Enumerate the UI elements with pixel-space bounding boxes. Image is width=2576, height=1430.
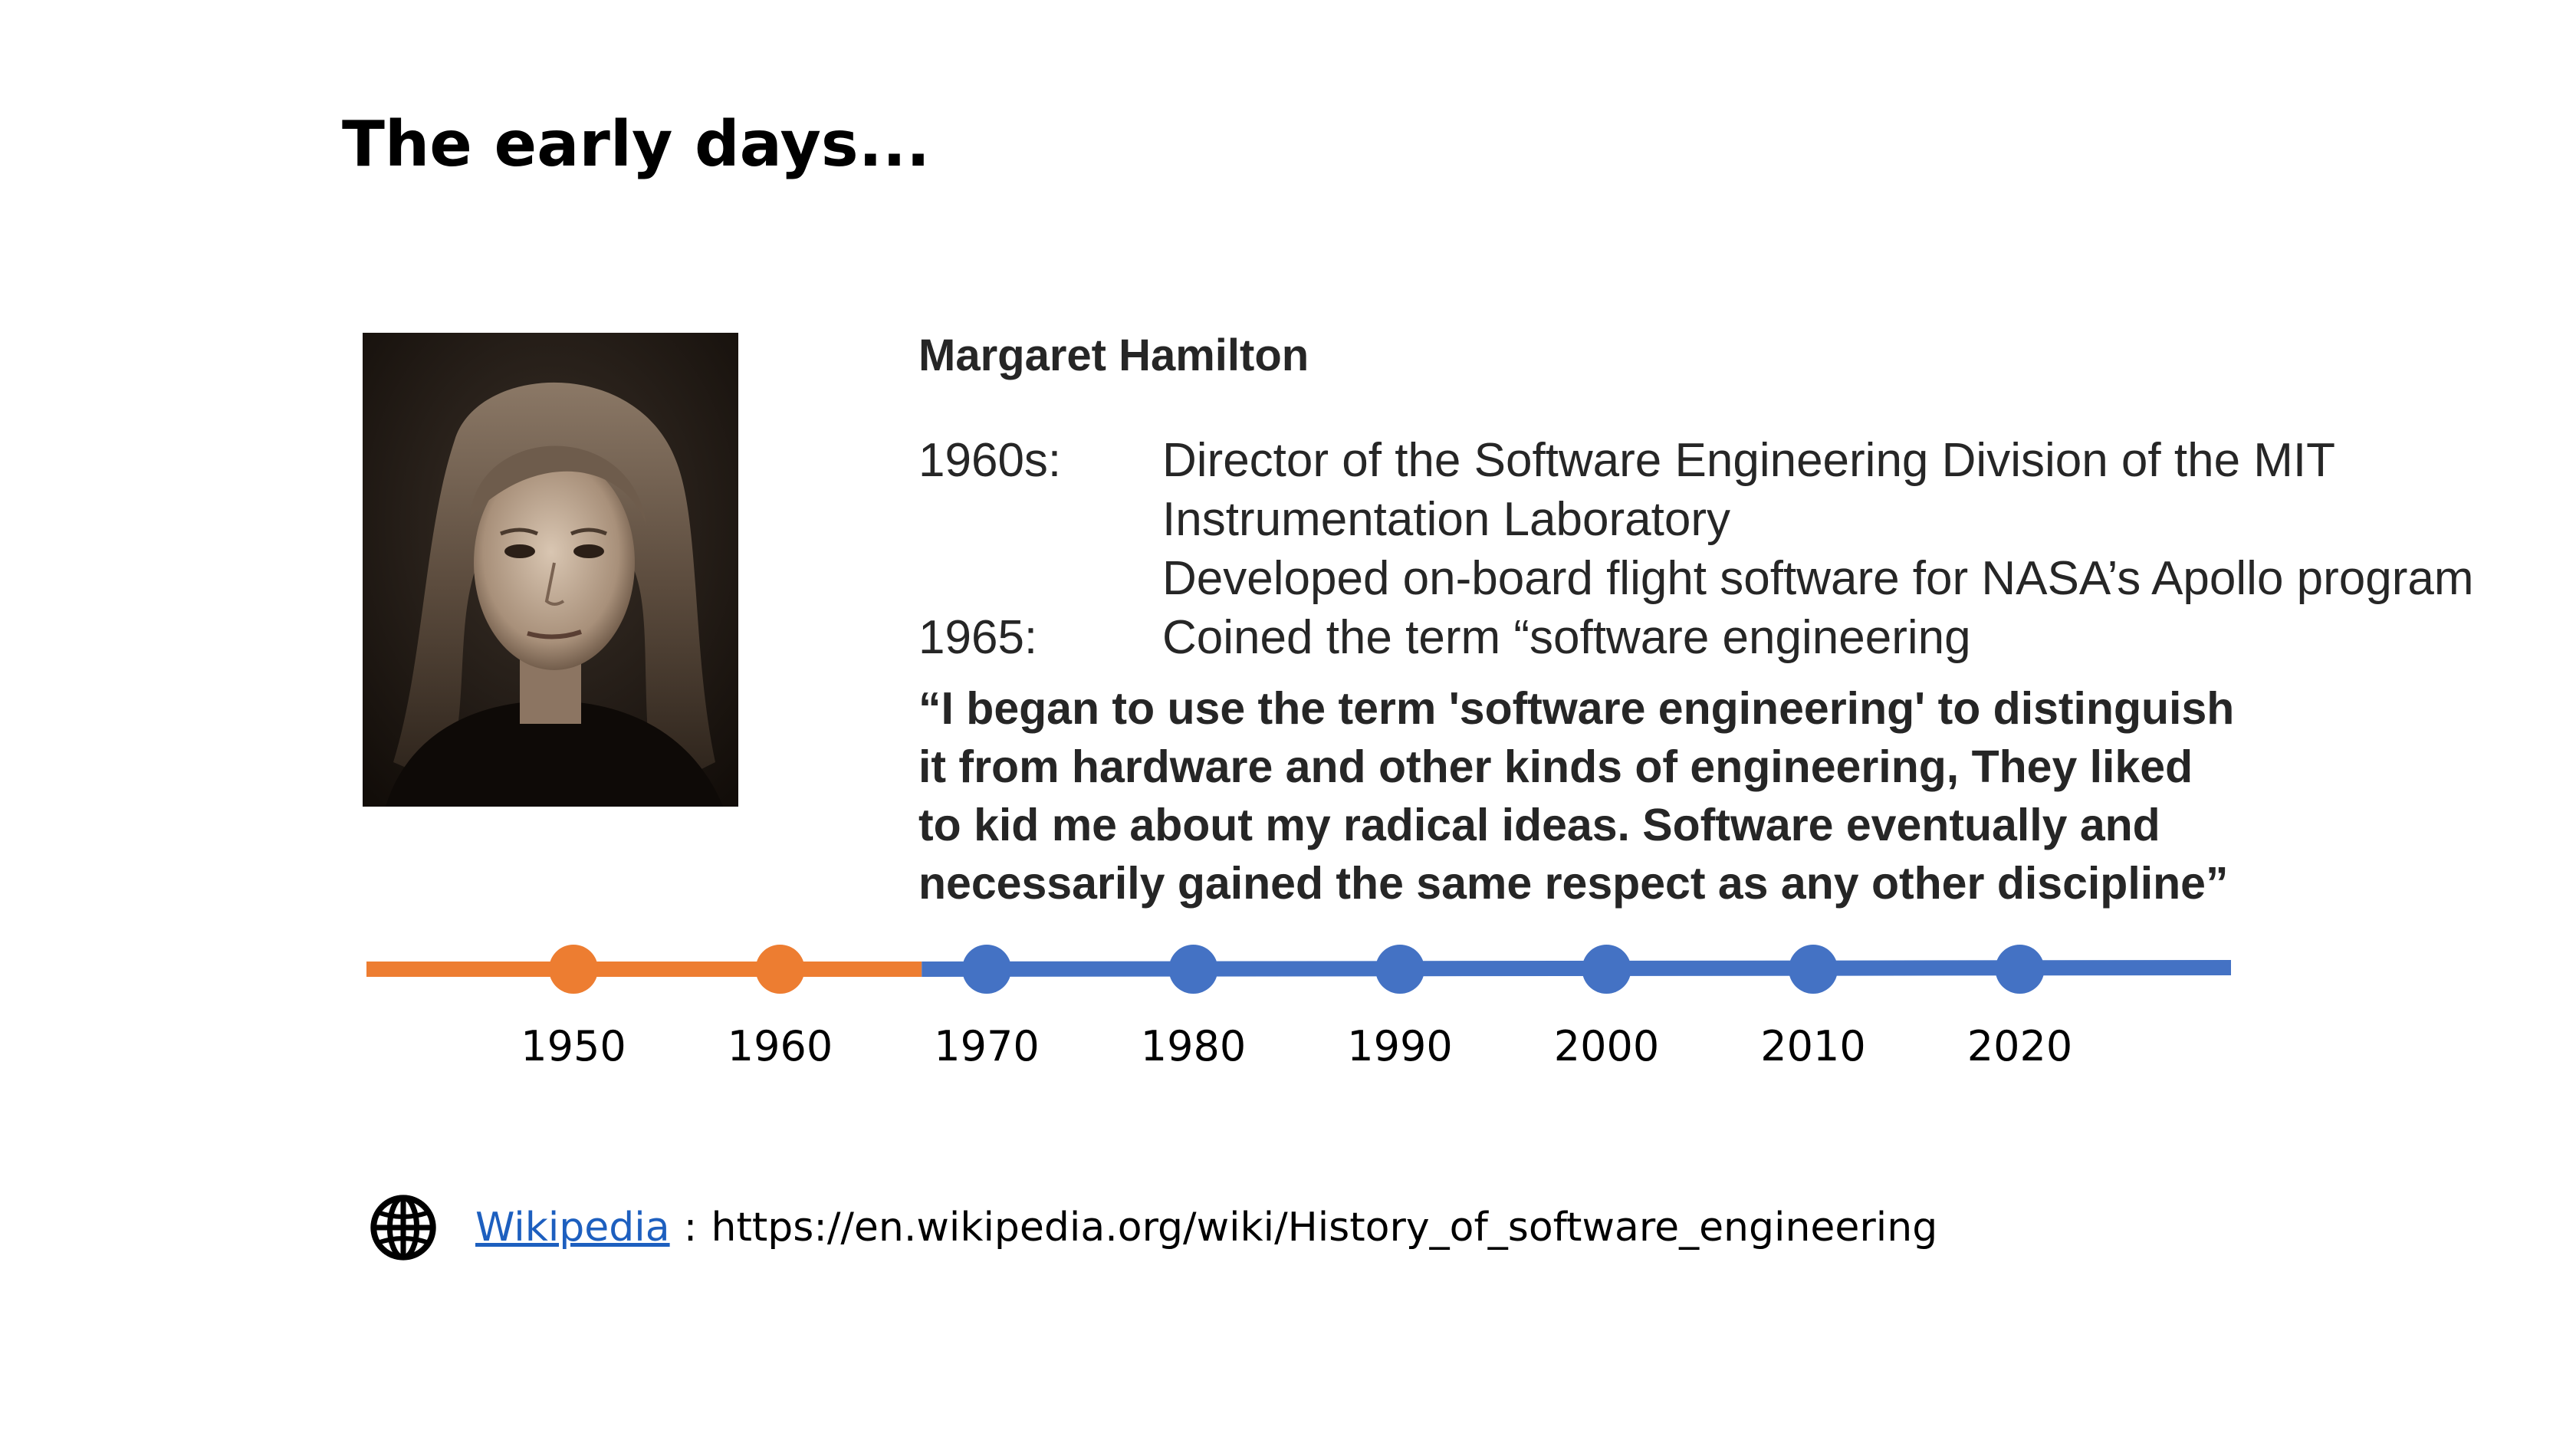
bio-timeline: 1960s: Director of the Software Engineer… bbox=[918, 431, 2528, 667]
timeline-year-label: 1960 bbox=[727, 1022, 833, 1070]
slide-title: The early days... bbox=[342, 108, 931, 181]
bio-row-text: Instrumentation Laboratory bbox=[1162, 493, 1730, 546]
timeline-marker bbox=[1168, 945, 1218, 994]
person-name: Margaret Hamilton bbox=[918, 330, 1309, 380]
quote-line: necessarily gained the same respect as a… bbox=[918, 858, 2229, 909]
timeline-year-label: 2010 bbox=[1760, 1022, 1866, 1070]
globe-icon bbox=[370, 1194, 437, 1261]
quote-line: “I began to use the term 'software engin… bbox=[918, 683, 2235, 734]
hamilton-quote: “I began to use the term 'software engin… bbox=[918, 679, 2528, 912]
timeline-marker bbox=[1995, 945, 2045, 994]
bio-row: 1965: Coined the term “software engineer… bbox=[918, 608, 2528, 667]
timeline-marker bbox=[962, 945, 1011, 994]
bio-row: Developed on-board flight software for N… bbox=[918, 549, 2528, 608]
bio-row-year: 1960s: bbox=[918, 434, 1062, 487]
timeline-year-label: 1970 bbox=[934, 1022, 1040, 1070]
quote-line: it from hardware and other kinds of engi… bbox=[918, 741, 2193, 792]
bio-row-year bbox=[918, 549, 1162, 608]
bio-row-text: Director of the Software Engineering Div… bbox=[1162, 434, 2336, 487]
source-citation: Wikipedia : https://en.wikipedia.org/wik… bbox=[370, 1193, 1937, 1262]
bio-row-text: Developed on-board flight software for N… bbox=[1162, 552, 2474, 605]
bio-section: Margaret Hamilton 1960s: Director of the… bbox=[918, 331, 2528, 912]
timeline-future-segment bbox=[922, 960, 2232, 977]
source-separator: : bbox=[683, 1205, 698, 1251]
portrait-illustration bbox=[363, 333, 738, 807]
timeline-year-label: 1980 bbox=[1140, 1022, 1247, 1070]
bio-row-text: Coined the term “software engineering bbox=[1162, 611, 1971, 664]
portrait-photo bbox=[363, 333, 738, 807]
timeline-year-label: 2020 bbox=[1967, 1022, 2073, 1070]
timeline-year-label: 1990 bbox=[1347, 1022, 1453, 1070]
timeline-marker bbox=[1582, 945, 1631, 994]
timeline-year-label: 1950 bbox=[521, 1022, 626, 1070]
bio-row-year: 1965: bbox=[918, 611, 1038, 664]
timeline-year-label: 2000 bbox=[1553, 1022, 1660, 1070]
bio-row-year bbox=[918, 490, 1162, 549]
bio-row: Instrumentation Laboratory bbox=[918, 490, 2528, 549]
timeline-marker bbox=[755, 945, 805, 994]
bio-row: 1960s: Director of the Software Engineer… bbox=[918, 431, 2528, 490]
timeline-marker bbox=[1789, 945, 1838, 994]
timeline-marker bbox=[549, 945, 598, 994]
quote-line: to kid me about my radical ideas. Softwa… bbox=[918, 800, 2160, 850]
wikipedia-link[interactable]: Wikipedia bbox=[475, 1205, 670, 1251]
timeline-marker bbox=[1375, 945, 1424, 994]
source-url: https://en.wikipedia.org/wiki/History_of… bbox=[711, 1205, 1938, 1251]
